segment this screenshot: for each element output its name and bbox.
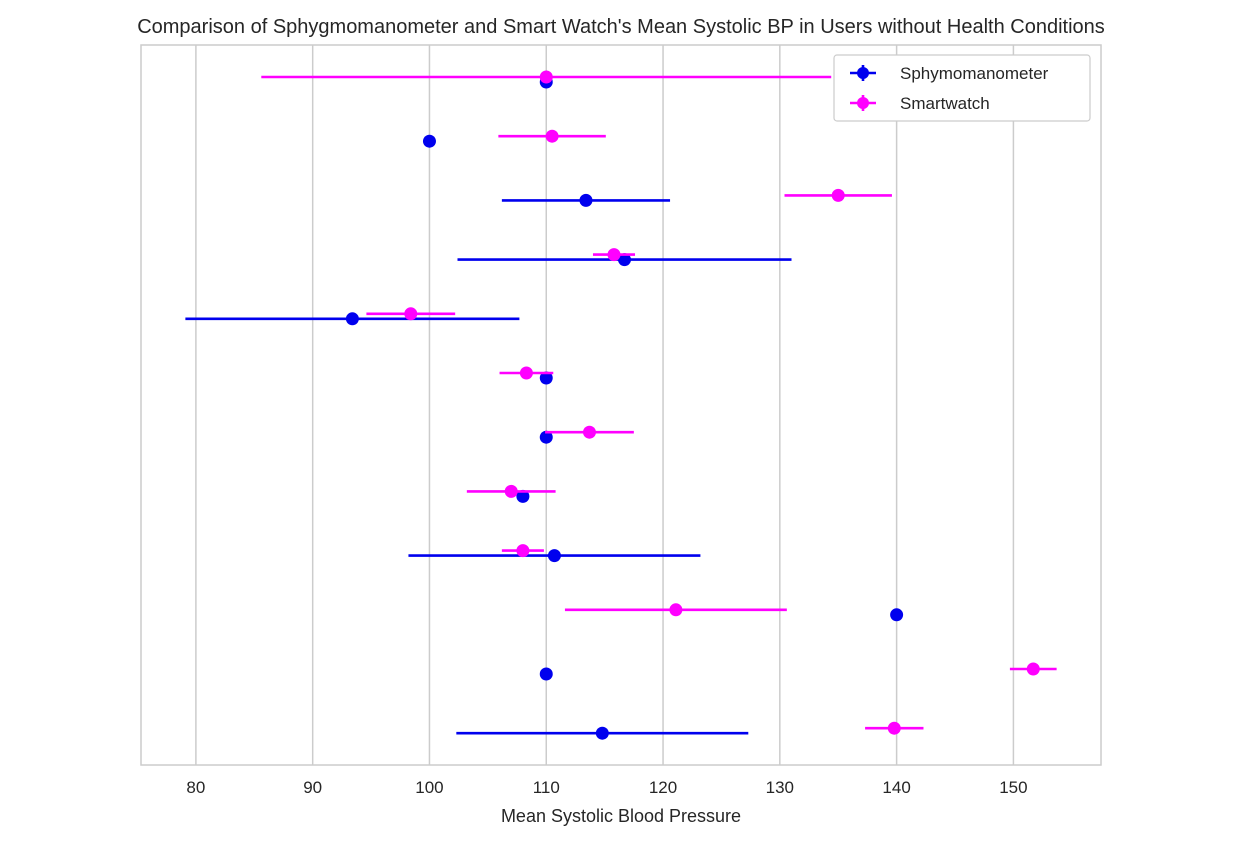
data-point (831, 188, 845, 202)
x-tick-label: 130 (766, 778, 794, 797)
data-point (582, 425, 596, 439)
data-point (1026, 662, 1040, 676)
data-point (618, 253, 632, 267)
legend-marker (857, 97, 869, 109)
data-point (516, 489, 530, 503)
chart-title: Comparison of Sphygmomanometer and Smart… (137, 16, 1105, 38)
x-tick-labels: 80 90 100 110 120 130 140 150 (186, 778, 1027, 797)
x-tick-label: 90 (303, 778, 322, 797)
x-tick-label: 80 (186, 778, 205, 797)
grid-lines (195, 45, 1015, 765)
data-point (579, 193, 593, 207)
legend-label: Smartwatch (900, 94, 990, 113)
x-tick-label: 120 (649, 778, 677, 797)
data-point (595, 726, 609, 740)
series-layer (185, 70, 1057, 740)
legend-box (833, 54, 1091, 122)
data-point (545, 129, 559, 143)
data-point (890, 608, 904, 622)
data-point (669, 603, 683, 617)
series-sphymomanometer (185, 75, 904, 740)
legend-item: Sphymomanometer (850, 64, 1049, 83)
x-axis-label: Mean Systolic Blood Pressure (501, 806, 741, 826)
data-point (345, 312, 359, 326)
x-tick-label: 110 (533, 778, 560, 797)
data-point (516, 544, 530, 558)
x-tick-label: 100 (415, 778, 443, 797)
data-point (887, 721, 901, 735)
data-point (547, 549, 561, 563)
data-point (422, 134, 436, 148)
data-point (539, 430, 553, 444)
data-point (404, 307, 418, 321)
legend-marker (857, 67, 869, 79)
plot-frame (140, 44, 1102, 766)
legend: Sphymomanometer Smartwatch (833, 54, 1091, 122)
data-point (519, 366, 533, 380)
x-tick-label: 150 (999, 778, 1027, 797)
legend-label: Sphymomanometer (900, 64, 1049, 83)
data-point (504, 484, 518, 498)
data-point (607, 248, 621, 262)
x-tick-label: 140 (882, 778, 910, 797)
data-point (539, 667, 553, 681)
data-point (539, 371, 553, 385)
series-smartwatch (261, 70, 1057, 735)
data-point (539, 70, 553, 84)
legend-item: Smartwatch (850, 94, 990, 113)
